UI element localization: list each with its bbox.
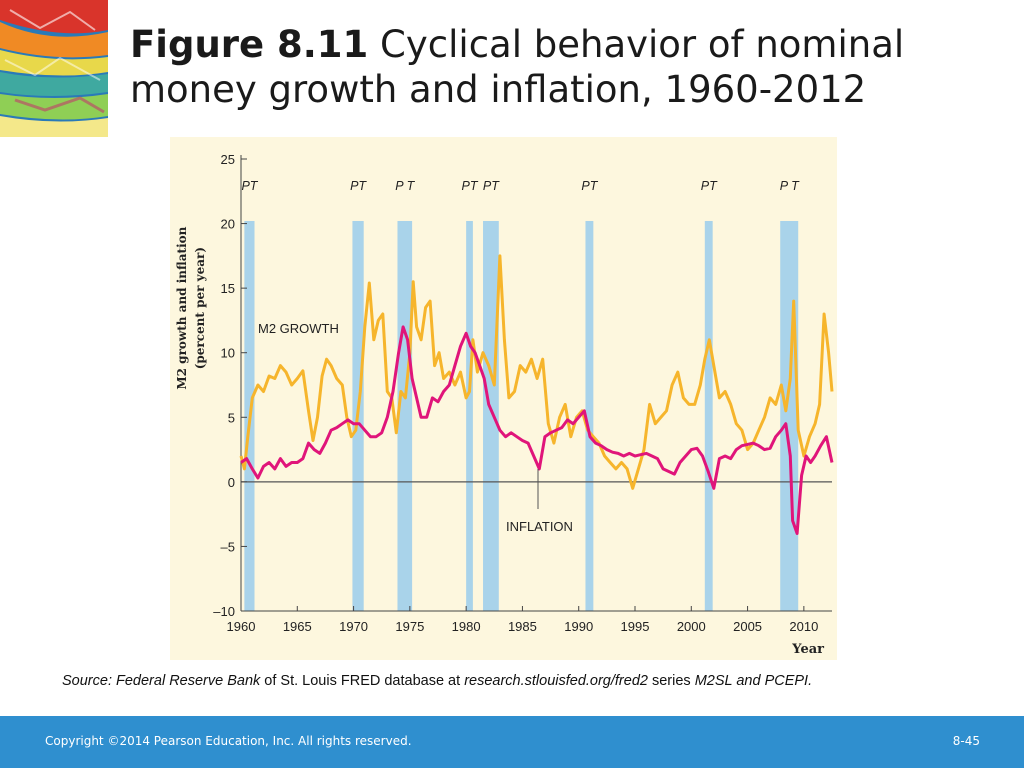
- footer-bar: Copyright ©2014 Pearson Education, Inc. …: [0, 716, 1024, 768]
- series-line-1: [240, 325, 834, 535]
- recession-label-0: PT: [241, 179, 258, 193]
- y-tick-label-6: 20: [221, 217, 235, 232]
- y-tick-label-7: 25: [221, 152, 235, 167]
- y-axis-title-line1: M2 growth and inflation: [175, 226, 189, 389]
- chart-panel: PT PT P T PT PT PT PT P T –10 –5 0 5 10 15 20 25 1960 196…: [170, 137, 837, 660]
- source-part-5: M2SL and PCEPI.: [694, 673, 813, 689]
- recession-band-3: [466, 220, 473, 611]
- y-tick-label-5: 15: [221, 281, 235, 296]
- x-tick-label-10: 2010: [789, 619, 818, 634]
- recession-band-4: [483, 220, 499, 611]
- source-part-2: of St. Louis FRED database at: [260, 673, 465, 689]
- y-tick-label-2: 0: [228, 475, 235, 490]
- x-tick-label-0: 1960: [227, 619, 256, 634]
- recession-band-7: [780, 220, 799, 611]
- source-note: Source: Federal Reserve Bank of St. Loui…: [62, 673, 1002, 689]
- recession-label-5: PT: [581, 179, 598, 193]
- recession-band-6: [704, 220, 713, 611]
- x-tick-label-7: 1995: [621, 619, 650, 634]
- y-tick-label-3: 5: [228, 410, 235, 425]
- x-tick-label-6: 1990: [564, 619, 593, 634]
- x-tick-label-9: 2005: [733, 619, 762, 634]
- figure-number: Figure 8.11: [130, 23, 369, 66]
- page-number: 8-45: [952, 734, 980, 748]
- series-label-inflation: INFLATION: [506, 519, 573, 534]
- x-axis-title: Year: [791, 642, 824, 657]
- source-part-4: series: [647, 673, 695, 689]
- recession-label-1: PT: [350, 179, 367, 193]
- x-tick-label-2: 1970: [339, 619, 368, 634]
- recession-label-7: P T: [780, 179, 800, 193]
- recession-band-2: [397, 220, 413, 611]
- recession-label-4: PT: [483, 179, 500, 193]
- y-tick-label-4: 10: [221, 346, 235, 361]
- source-part-1: Source: Federal Reserve Bank: [62, 673, 261, 689]
- x-tick-label-3: 1975: [395, 619, 424, 634]
- x-tick-label-4: 1980: [452, 619, 481, 634]
- x-tick-label-1: 1965: [283, 619, 312, 634]
- recession-band-5: [585, 220, 594, 611]
- chart-svg: PT PT P T PT PT PT PT P T –10 –5 0 5 10 15 20 25 1960 196…: [175, 152, 834, 657]
- slide-title: Figure 8.11 Cyclical behavior of nominal…: [130, 22, 1010, 112]
- y-tick-label-0: –10: [213, 604, 235, 619]
- recession-label-6: PT: [701, 179, 718, 193]
- y-axis-title-line2: (percent per year): [193, 247, 207, 369]
- recession-label-3: PT: [462, 179, 479, 193]
- figure-caption: Cyclical behavior of nominal money growt…: [130, 23, 905, 111]
- y-tick-label-1: –5: [221, 539, 235, 554]
- series-label-m2: M2 GROWTH: [258, 321, 339, 336]
- decorative-painting: [0, 0, 108, 137]
- source-part-3: research.stlouisfed.org/fred2: [464, 673, 648, 689]
- x-tick-label-8: 2000: [677, 619, 706, 634]
- x-tick-label-5: 1985: [508, 619, 537, 634]
- recession-label-2: P T: [395, 179, 415, 193]
- copyright-text: Copyright ©2014 Pearson Education, Inc. …: [45, 734, 412, 748]
- series-line-0: [239, 254, 834, 490]
